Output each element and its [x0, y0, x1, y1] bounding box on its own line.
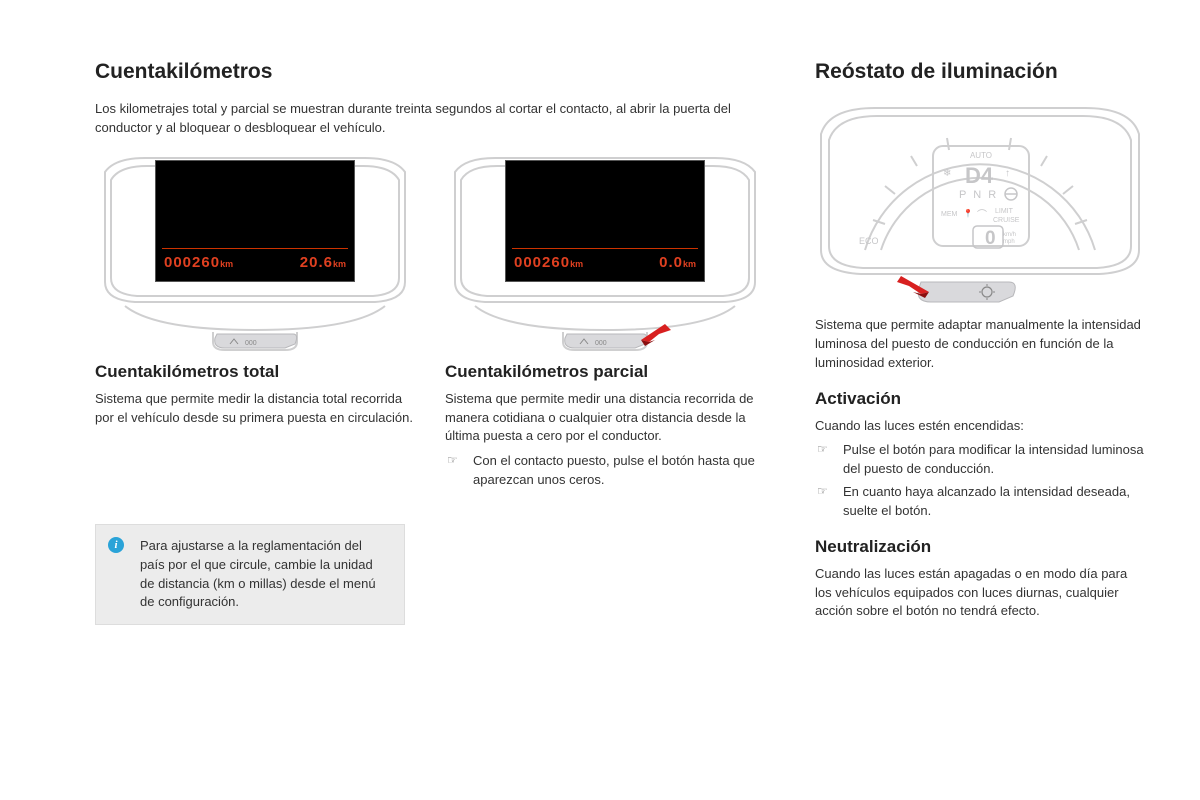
total-trip-number: 20.6 — [300, 254, 333, 271]
cluster-kmh-label: km/h — [1003, 232, 1016, 238]
odometer-intro: Los kilometrajes total y parcial se mues… — [95, 100, 765, 138]
total-trip-unit: km — [333, 259, 346, 269]
parcial-odo-value: 000260km — [514, 254, 583, 271]
parcial-odo-number: 000260 — [514, 254, 570, 271]
cluster-cruise-label: CRUISE — [993, 217, 1020, 224]
cluster-illustration: AUTO D4 ↑ ❄ P N R MEM 📍 ⌒ LIMIT CRUISE 0… — [815, 100, 1145, 310]
total-odo-number: 000260 — [164, 254, 220, 271]
total-text: Sistema que permite medir la distancia t… — [95, 390, 415, 428]
parcial-odo-unit: km — [570, 259, 583, 269]
neutralizacion-heading: Neutralización — [815, 537, 1145, 557]
rheostat-title: Reóstato de iluminación — [815, 60, 1145, 84]
rheostat-intro: Sistema que permite adaptar manualmente … — [815, 316, 1145, 373]
parcial-bullet: Con el contacto puesto, pulse el botón h… — [445, 452, 765, 490]
cluster-eco-label: ECO — [859, 236, 879, 246]
total-display: 000260km 20.6km — [155, 160, 355, 282]
activacion-bullet-2: En cuanto haya alcanzado la intensidad d… — [815, 483, 1145, 521]
activacion-bullet-1: Pulse el botón para modificar la intensi… — [815, 441, 1145, 479]
page: Cuentakilómetros Los kilometrajes total … — [95, 60, 1120, 627]
parcial-bullets: Con el contacto puesto, pulse el botón h… — [445, 452, 765, 490]
cluster-mem-label: MEM — [941, 211, 958, 218]
parcial-trip-number: 0.0 — [659, 254, 683, 271]
cluster-limit-label: LIMIT — [995, 208, 1014, 215]
activacion-bullets: Pulse el botón para modificar la intensi… — [815, 441, 1145, 520]
parcial-panel-illustration: 000 000260km — [445, 152, 765, 352]
total-trip-value: 20.6km — [300, 254, 346, 271]
parcial-heading: Cuentakilómetros parcial — [445, 362, 765, 382]
parcial-trip-value: 0.0km — [659, 254, 696, 271]
cluster-gauge-icon: ⌒ — [977, 209, 987, 221]
rheostat-section: Reóstato de iluminación — [815, 60, 1145, 627]
total-odo-unit: km — [220, 259, 233, 269]
odometer-columns: 000 000260km 20.6km Cuentakil — [95, 152, 765, 494]
cluster-gear-label: D4 — [965, 163, 994, 188]
total-panel-illustration: 000 000260km 20.6km — [95, 152, 415, 352]
total-heading: Cuentakilómetros total — [95, 362, 415, 382]
parcial-trip-unit: km — [683, 259, 696, 269]
odometer-section: Cuentakilómetros Los kilometrajes total … — [95, 60, 765, 627]
cluster-outline-icon: AUTO D4 ↑ ❄ P N R MEM 📍 ⌒ LIMIT CRUISE 0… — [815, 100, 1145, 310]
info-box: i Para ajustarse a la reglamentación del… — [95, 524, 405, 625]
total-odo-value: 000260km — [164, 254, 233, 271]
cluster-arrow-icon: ↑ — [1005, 168, 1010, 179]
svg-text:000: 000 — [245, 340, 257, 347]
cluster-speed-value: 0 — [985, 228, 996, 249]
activacion-lead: Cuando las luces estén encendidas: — [815, 417, 1145, 436]
parcial-display: 000260km 0.0km — [505, 160, 705, 282]
cluster-pin-icon: 📍 — [963, 208, 973, 218]
cluster-auto-label: AUTO — [970, 151, 992, 160]
info-text: Para ajustarse a la reglamentación del p… — [140, 537, 390, 612]
odometer-title: Cuentakilómetros — [95, 60, 765, 84]
cluster-prn-label: P N R — [959, 189, 998, 201]
info-icon: i — [108, 537, 124, 553]
activacion-heading: Activación — [815, 389, 1145, 409]
cluster-mph-label: mph — [1003, 239, 1015, 245]
parcial-text: Sistema que permite medir una distancia … — [445, 390, 765, 447]
neutralizacion-text: Cuando las luces están apagadas o en mod… — [815, 565, 1145, 622]
display-divider — [512, 248, 698, 249]
parcial-column: 000 000260km — [445, 152, 765, 494]
svg-text:000: 000 — [595, 340, 607, 347]
display-divider — [162, 248, 348, 249]
total-column: 000 000260km 20.6km Cuentakil — [95, 152, 415, 494]
cluster-snow-icon: ❄ — [943, 168, 951, 179]
